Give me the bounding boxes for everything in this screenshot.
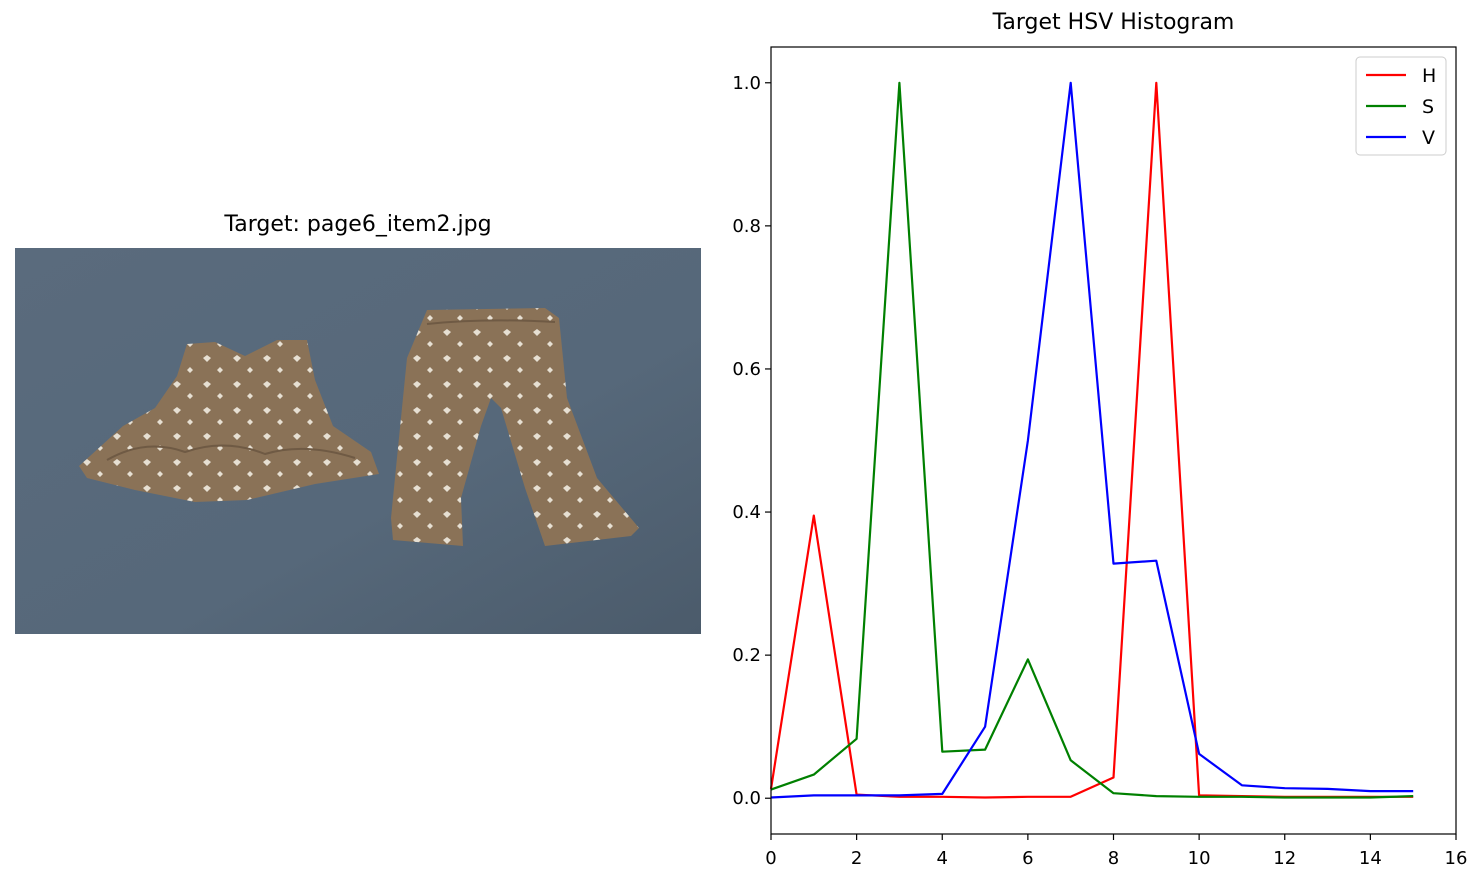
x-tick-label: 6 — [1022, 848, 1033, 869]
series-line-S — [770, 81, 1414, 799]
y-tick-label: 0.6 — [732, 359, 761, 380]
y-tick-label: 0.0 — [732, 788, 761, 809]
series-line-V — [770, 81, 1414, 799]
x-tick-label: 12 — [1273, 848, 1296, 869]
pants-waistband — [426, 319, 556, 325]
top-ruffle — [106, 444, 356, 461]
x-tick-label: 2 — [851, 848, 862, 869]
x-tick-label: 16 — [1445, 848, 1468, 869]
x-tick-label: 14 — [1359, 848, 1382, 869]
photo-title: Target: page6_item2.jpg — [224, 212, 492, 237]
legend-label-S: S — [1422, 96, 1434, 118]
plot-frame — [770, 46, 1457, 835]
x-tick-label: 8 — [1108, 848, 1119, 869]
x-tick-label: 0 — [765, 848, 776, 869]
target-photo — [15, 248, 701, 634]
top-garment — [79, 340, 379, 502]
series-line-H — [769, 81, 1414, 799]
target-photo-image — [15, 248, 701, 634]
y-tick-label: 0.4 — [732, 502, 761, 523]
x-tick-label: 4 — [937, 848, 948, 869]
pants-garment — [391, 308, 639, 546]
chart-title: Target HSV Histogram — [992, 10, 1235, 35]
y-tick-label: 1.0 — [732, 73, 761, 94]
y-tick-label: 0.8 — [732, 216, 761, 237]
legend-label-V: V — [1422, 127, 1435, 149]
x-tick-label: 10 — [1188, 848, 1211, 869]
legend-label-H: H — [1422, 65, 1436, 87]
y-tick-label: 0.2 — [732, 645, 761, 666]
